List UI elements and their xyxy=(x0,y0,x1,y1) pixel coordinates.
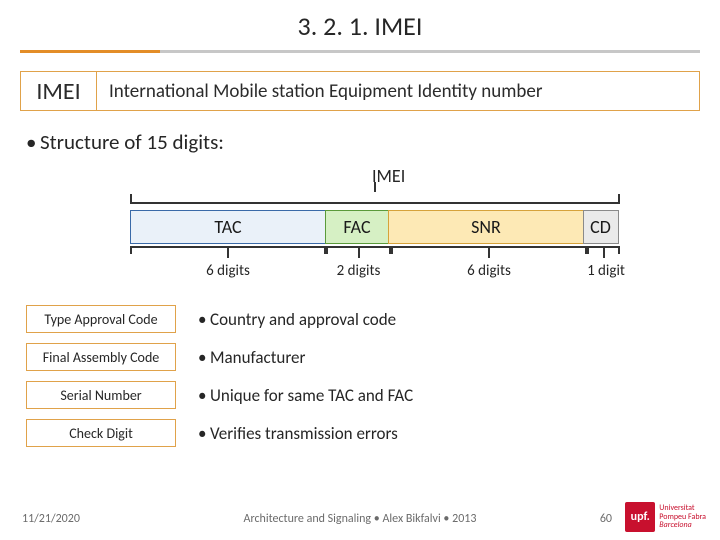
row-name: Check Digit xyxy=(26,419,176,447)
block-fac: FAC xyxy=(325,210,390,244)
definition-acronym: IMEI xyxy=(21,72,97,110)
bottom-brackets xyxy=(130,246,620,260)
upf-logo-text: Universitat Pompeu Fabra Barcelona xyxy=(659,504,706,529)
title-underline xyxy=(20,50,700,53)
upf-logo-icon: upf. xyxy=(625,502,655,532)
block-cd: CD xyxy=(583,210,619,244)
table-row: Check Digit •Verifies transmission error… xyxy=(26,414,686,452)
slide-title: 3. 2. 1. IMEI xyxy=(0,0,720,42)
row-desc: •Unique for same TAC and FAC xyxy=(176,385,686,406)
block-snr: SNR xyxy=(388,210,584,244)
row-desc: •Verifies transmission errors xyxy=(176,423,686,444)
table-row: Type Approval Code •Country and approval… xyxy=(26,300,686,338)
digits-cd: 1 digit xyxy=(582,262,630,280)
digits-tac: 6 digits xyxy=(130,262,326,280)
table-row: Serial Number •Unique for same TAC and F… xyxy=(26,376,686,414)
row-name: Type Approval Code xyxy=(26,305,176,333)
definitions-table: Type Approval Code •Country and approval… xyxy=(26,300,686,452)
row-name: Final Assembly Code xyxy=(26,343,176,371)
digits-snr: 6 digits xyxy=(391,262,587,280)
row-desc: •Country and approval code xyxy=(176,309,686,330)
upf-logo: upf. Universitat Pompeu Fabra Barcelona xyxy=(625,502,706,532)
definition-expansion: International Mobile station Equipment I… xyxy=(97,72,699,110)
digits-fac: 2 digits xyxy=(326,262,391,280)
table-row: Final Assembly Code •Manufacturer xyxy=(26,338,686,376)
digit-labels: 6 digits 2 digits 6 digits 1 digit xyxy=(130,262,620,282)
imei-blocks: TAC FAC SNR CD xyxy=(130,210,620,244)
footer-page: 60 xyxy=(600,512,612,526)
row-desc: •Manufacturer xyxy=(176,347,686,368)
definition-box: IMEI International Mobile station Equipm… xyxy=(20,71,700,111)
row-name: Serial Number xyxy=(26,381,176,409)
block-tac: TAC xyxy=(130,210,326,244)
top-bracket xyxy=(130,190,620,204)
structure-text: Structure of 15 digits: xyxy=(40,129,224,155)
structure-bullet: •Structure of 15 digits: xyxy=(26,129,720,155)
footer-center: Architecture and Signaling • Alex Bikfal… xyxy=(0,512,720,526)
imei-bracket-label: IMEI xyxy=(372,165,405,187)
